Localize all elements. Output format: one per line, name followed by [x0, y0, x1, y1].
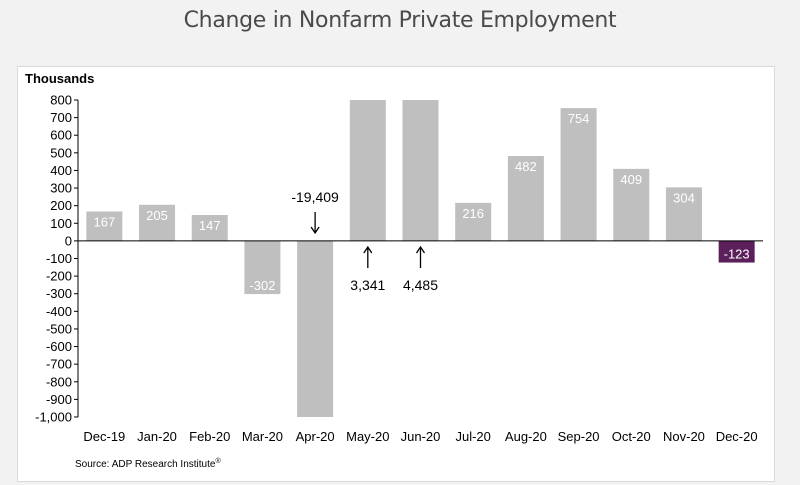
y-tick-label: -300 [46, 286, 72, 301]
y-tick-label: -600 [46, 339, 72, 354]
x-tick-label: Feb-20 [189, 429, 230, 444]
y-tick-label: 300 [50, 181, 72, 196]
bar-jun-20 [402, 100, 439, 241]
chart-title: Change in Nonfarm Private Employment [183, 8, 617, 33]
bar-value-label: 754 [568, 111, 590, 126]
x-tick-label: Sep-20 [558, 429, 600, 444]
bar-mar-20 [244, 240, 281, 295]
x-tick-label: Aug-20 [505, 429, 547, 444]
annotation-label: 4,485 [403, 277, 438, 293]
bar-aug-20 [507, 156, 544, 241]
x-tick-label: Apr-20 [296, 429, 335, 444]
y-tick-label: -200 [46, 269, 72, 284]
bar-dec-19 [86, 211, 123, 241]
y-tick-label: 500 [50, 145, 72, 160]
bar-dec-20 [718, 240, 755, 263]
x-tick-label: Jul-20 [455, 429, 490, 444]
bar-value-label: 205 [146, 208, 168, 223]
y-axis-label: Thousands [25, 71, 94, 86]
y-tick-label: 200 [50, 198, 72, 213]
bar-value-label: 482 [515, 159, 537, 174]
y-tick-label: -700 [46, 357, 72, 372]
y-tick-label: -500 [46, 321, 72, 336]
bar-value-label: 304 [673, 190, 695, 205]
y-tick-label: -1,000 [35, 410, 72, 425]
y-tick-label: 600 [50, 128, 72, 143]
bar-value-label: 409 [620, 172, 642, 187]
bar-value-label: 147 [199, 218, 221, 233]
source-mark: ® [215, 457, 221, 465]
y-tick-label: 800 [50, 93, 72, 108]
source-text: Source: ADP Research Institute [75, 459, 216, 470]
bar-may-20 [349, 100, 386, 241]
bar-jan-20 [139, 204, 176, 241]
y-tick-label: 0 [65, 233, 72, 248]
bar-nov-20 [665, 187, 702, 241]
bar-value-label: -123 [724, 247, 750, 262]
bar-value-label: 167 [93, 214, 115, 229]
y-tick-label: -100 [46, 251, 72, 266]
bar-jul-20 [455, 202, 492, 241]
x-tick-label: Oct-20 [612, 429, 651, 444]
x-tick-label: Jun-20 [401, 429, 441, 444]
y-tick-label: -400 [46, 304, 72, 319]
y-tick-label: -900 [46, 392, 72, 407]
bar-value-label: 216 [462, 206, 484, 221]
annotation-arrow-head [415, 245, 426, 254]
annotation-label: 3,341 [350, 277, 385, 293]
annotation-label: -19,409 [291, 189, 339, 205]
annotation-arrow-head [310, 226, 320, 235]
x-tick-label: Jan-20 [137, 429, 177, 444]
x-tick-label: Nov-20 [663, 429, 705, 444]
y-tick-label: -800 [46, 374, 72, 389]
y-tick-label: 700 [50, 110, 72, 125]
y-tick-label: 100 [50, 216, 72, 231]
bar-apr-20 [297, 240, 334, 417]
chart-panel [17, 66, 775, 482]
bar-oct-20 [613, 168, 650, 241]
source-note: Source: ADP Research Institute® [75, 457, 221, 470]
y-tick-label: 400 [50, 163, 72, 178]
x-tick-label: May-20 [346, 429, 389, 444]
bar-sep-20 [560, 108, 597, 241]
bar-feb-20 [191, 215, 228, 241]
x-tick-label: Mar-20 [242, 429, 283, 444]
annotation-arrow-head [363, 245, 373, 254]
x-tick-label: Dec-19 [83, 429, 125, 444]
bar-value-label: -302 [249, 278, 275, 293]
x-tick-label: Dec-20 [716, 429, 758, 444]
